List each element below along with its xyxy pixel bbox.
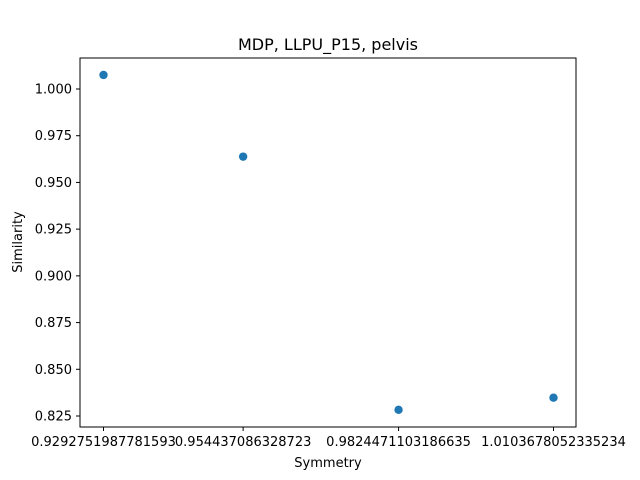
y-tick-label: 0.875 bbox=[35, 316, 72, 331]
y-tick-label: 0.950 bbox=[35, 176, 72, 191]
x-tick-label: 0.9292751987781593 bbox=[31, 435, 176, 450]
data-point bbox=[238, 152, 248, 161]
chart-title: MDP, LLPU_P15, pelvis bbox=[238, 35, 418, 55]
x-tick-label: 0.9824471103186635 bbox=[326, 435, 471, 450]
x-tick-label: 1.0103678052335234 bbox=[481, 435, 626, 450]
y-tick-label: 0.900 bbox=[35, 269, 72, 284]
y-tick-label: 0.925 bbox=[35, 223, 72, 238]
y-tick-label: 0.850 bbox=[35, 363, 72, 378]
y-tick-label: 1.000 bbox=[35, 83, 72, 98]
x-tick-label: 0.954437086328723 bbox=[175, 435, 311, 450]
data-point bbox=[99, 70, 108, 80]
y-tick-label: 0.975 bbox=[35, 129, 72, 144]
data-point bbox=[394, 405, 403, 415]
plot-area: 0.9292751987781593 0.954437086328723 0.982… bbox=[31, 70, 626, 450]
data-point bbox=[549, 393, 558, 402]
axes-frame bbox=[79, 57, 577, 428]
y-tick-label: 0.825 bbox=[35, 410, 72, 425]
x-axis-label: Symmetry bbox=[294, 456, 362, 471]
y-axis-label: Similarity bbox=[11, 211, 26, 273]
